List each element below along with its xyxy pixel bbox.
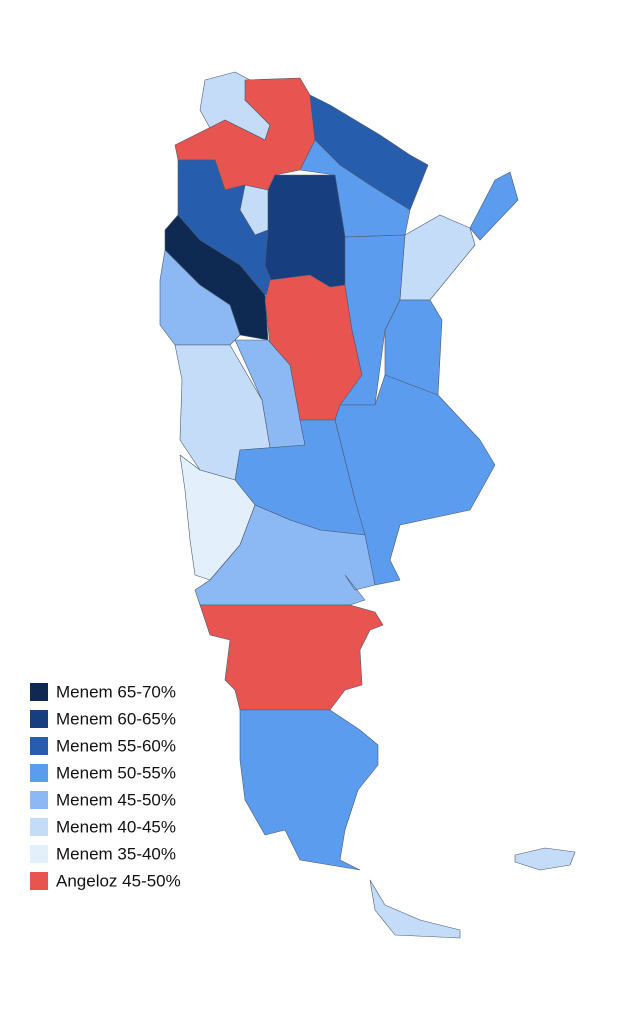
legend-swatch	[30, 845, 48, 863]
province	[199, 604, 384, 711]
legend-swatch	[30, 683, 48, 701]
legend-swatch	[30, 710, 48, 728]
legend-swatch	[30, 872, 48, 890]
province	[264, 174, 346, 288]
legend-label: Menem 35-40%	[56, 844, 176, 863]
legend-label: Menem 40-45%	[56, 817, 176, 836]
provinces	[159, 71, 576, 939]
legend: Menem 65-70% Menem 60-65% Menem 55-60% Mene…	[30, 682, 181, 890]
legend-swatch	[30, 818, 48, 836]
legend-label: Menem 60-65%	[56, 709, 176, 728]
legend-swatch	[30, 791, 48, 809]
province	[194, 504, 376, 606]
province	[469, 171, 519, 241]
legend-label: Menem 45-50%	[56, 790, 176, 809]
legend-swatch	[30, 764, 48, 782]
legend-label: Menem 55-60%	[56, 736, 176, 755]
province	[399, 214, 476, 301]
province	[514, 847, 576, 871]
legend-label: Menem 65-70%	[56, 682, 176, 701]
province	[239, 709, 379, 871]
legend-swatch	[30, 737, 48, 755]
legend-label: Menem 50-55%	[56, 763, 176, 782]
province	[369, 879, 461, 939]
legend-label: Angeloz 45-50%	[56, 871, 181, 890]
